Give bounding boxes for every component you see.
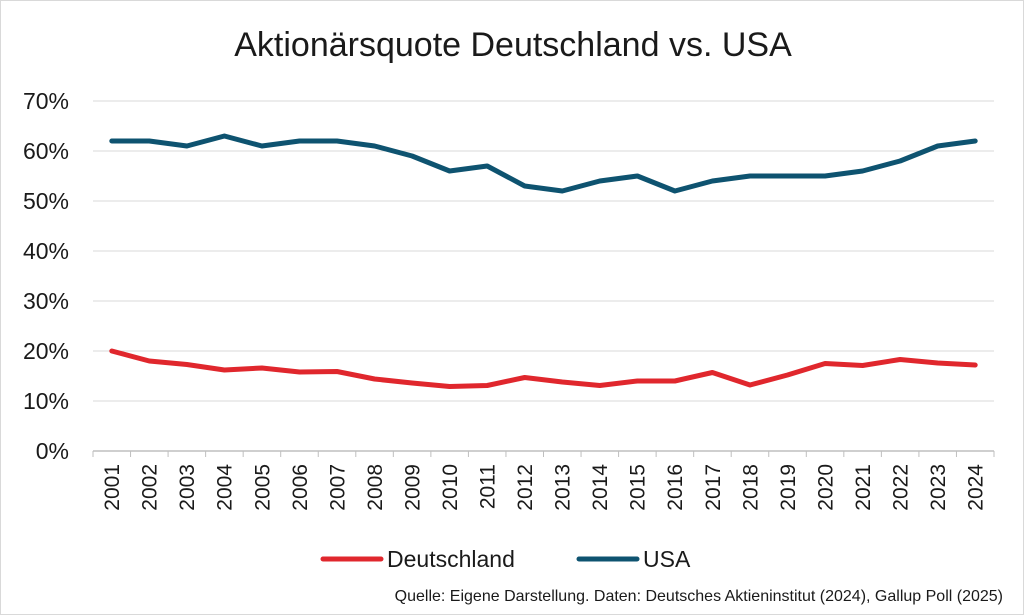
x-tick-label: 2011 bbox=[477, 464, 500, 509]
x-tick-label: 2009 bbox=[401, 464, 424, 511]
y-tick-label: 50% bbox=[23, 188, 69, 214]
y-tick-label: 70% bbox=[23, 88, 69, 114]
x-tick-label: 2001 bbox=[101, 464, 124, 511]
source-note: Quelle: Eigene Darstellung. Daten: Deuts… bbox=[395, 588, 1003, 605]
legend-label-usa: USA bbox=[643, 546, 691, 572]
x-tick-label: 2003 bbox=[176, 464, 199, 511]
legend-label-deutschland: Deutschland bbox=[387, 546, 515, 572]
x-tick-label: 2005 bbox=[251, 464, 274, 511]
x-tick-label: 2012 bbox=[514, 464, 537, 511]
x-tick-label: 2022 bbox=[889, 464, 912, 511]
y-tick-label: 60% bbox=[23, 138, 69, 164]
x-tick-label: 2023 bbox=[927, 464, 950, 511]
series-line-usa bbox=[109, 133, 978, 194]
x-tick-label: 2006 bbox=[289, 464, 312, 511]
x-tick-label: 2024 bbox=[965, 464, 988, 511]
chart-title: Aktionärsquote Deutschland vs. USA bbox=[234, 26, 792, 64]
x-tick-label: 2016 bbox=[664, 464, 687, 511]
gridlines bbox=[93, 100, 994, 452]
x-tick-label: 2015 bbox=[627, 464, 650, 511]
legend: Deutschland USA bbox=[320, 546, 691, 572]
y-tick-label: 30% bbox=[23, 288, 69, 314]
x-axis-tick-marks bbox=[92, 451, 995, 457]
y-axis-ticks: 0% 10% 20% 30% 40% 50% 60% 70% bbox=[23, 88, 69, 464]
y-tick-label: 20% bbox=[23, 338, 69, 364]
x-tick-label: 2010 bbox=[439, 464, 462, 511]
x-tick-label: 2004 bbox=[214, 464, 237, 511]
x-tick-label: 2007 bbox=[326, 464, 349, 511]
y-tick-label: 10% bbox=[23, 388, 69, 414]
x-tick-label: 2021 bbox=[852, 464, 875, 511]
y-tick-label: 0% bbox=[36, 438, 69, 464]
x-tick-label: 2002 bbox=[139, 464, 162, 511]
x-tick-label: 2019 bbox=[777, 464, 800, 511]
x-tick-label: 2017 bbox=[702, 464, 725, 511]
x-tick-label: 2008 bbox=[364, 464, 387, 511]
x-tick-label: 2014 bbox=[589, 464, 612, 511]
x-tick-label: 2020 bbox=[814, 464, 837, 511]
x-tick-label: 2018 bbox=[739, 464, 762, 511]
x-axis-ticks: 2001 2002 2003 2004 2005 2006 2007 2008 2009 2010… bbox=[101, 464, 987, 511]
series-lines bbox=[109, 133, 978, 389]
y-tick-label: 40% bbox=[23, 238, 69, 264]
x-tick-label: 2013 bbox=[552, 464, 575, 511]
series-line-deutschland bbox=[109, 348, 978, 389]
